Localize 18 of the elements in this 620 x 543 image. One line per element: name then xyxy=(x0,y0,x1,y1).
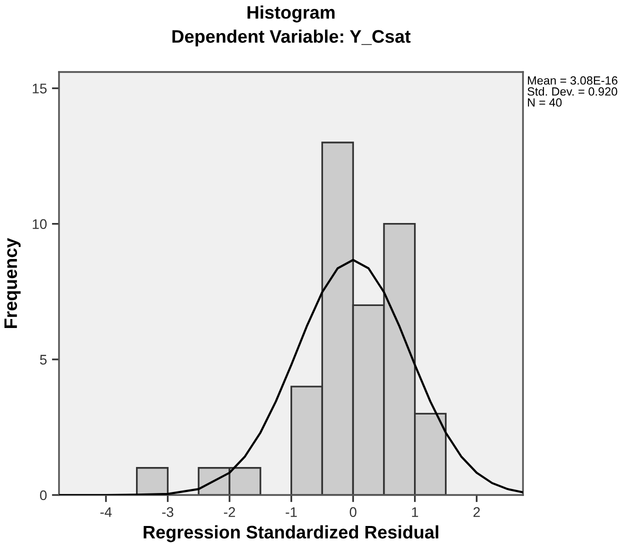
x-tick-label: 0 xyxy=(350,507,356,518)
x-tick-label: -2 xyxy=(224,507,236,517)
x-tick-label: -4 xyxy=(100,507,112,517)
x-tick-label: -1 xyxy=(286,507,297,517)
y-tick-label: 0 xyxy=(40,490,47,500)
x-tick-label: 1 xyxy=(412,507,418,517)
y-tick-label: 10 xyxy=(32,219,47,230)
text: Std. Dev. = 0.920 xyxy=(528,87,618,96)
chart-subtitle: Dependent Variable: Y_Csat xyxy=(172,30,411,46)
x-tick-label: 2 xyxy=(474,507,480,517)
y-axis-title: Frequency xyxy=(4,238,21,328)
x-axis-title: Regression Standardized Residual xyxy=(144,525,438,542)
y-tick-label: 5 xyxy=(40,354,47,365)
text: Mean = 3.08E-16 xyxy=(528,76,618,85)
text: N = 40 xyxy=(528,98,562,107)
y-tick-label: 15 xyxy=(32,84,47,94)
chart-title: Histogram xyxy=(248,6,335,22)
x-tick-label: -3 xyxy=(162,507,174,518)
